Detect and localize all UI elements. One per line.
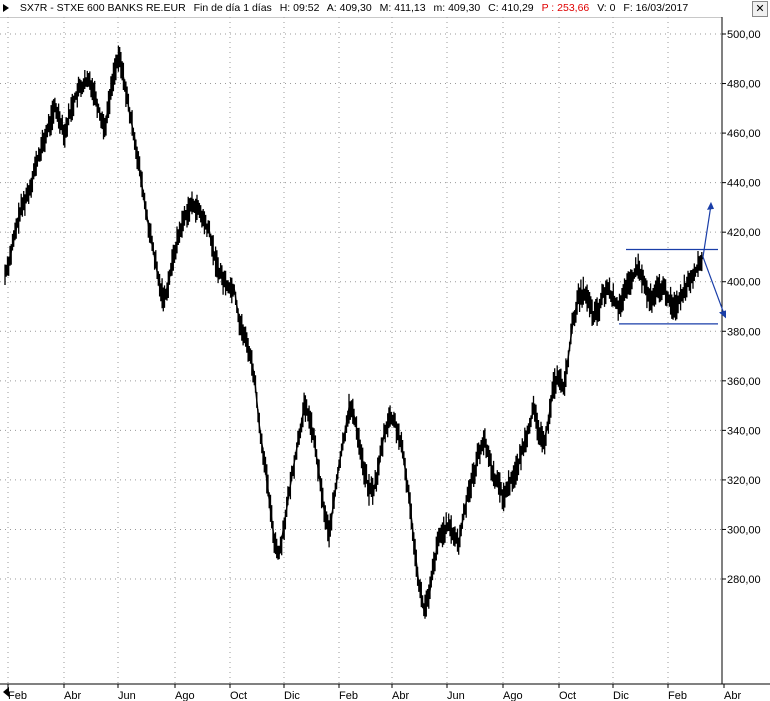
- x-tick-label: Ago: [175, 690, 195, 701]
- close-icon[interactable]: ✕: [752, 1, 768, 17]
- x-tick-label: Abr: [724, 690, 741, 701]
- y-tick-label: 360,00: [727, 376, 761, 388]
- arrow-down-line: [702, 256, 726, 317]
- open-label: A: 409,30: [326, 2, 372, 14]
- x-tick-label: Oct: [559, 690, 576, 701]
- x-tick-label: Jun: [447, 690, 465, 701]
- price-layer: [4, 45, 704, 619]
- x-tick-label: Abr: [392, 690, 409, 701]
- y-tick-label: 340,00: [727, 425, 761, 437]
- x-tick-layer: Feb Abr Jun Ago Oct Dic Feb Abr Jun Ago Oct Dic Feb A…: [7, 684, 741, 701]
- min-label: m: 409,30: [433, 2, 481, 14]
- max-label: M: 411,13: [379, 2, 426, 14]
- y-tick-label: 380,00: [727, 326, 761, 338]
- price-line: [4, 56, 704, 611]
- x-tick-label: Feb: [8, 690, 27, 701]
- y-tick-label: 280,00: [727, 574, 761, 586]
- scroll-left-icon[interactable]: [1, 686, 11, 698]
- y-tick-label: 480,00: [727, 79, 761, 91]
- x-tick-label: Oct: [230, 690, 247, 701]
- x-tick-label: Jun: [118, 690, 136, 701]
- date-label: F: 16/03/2017: [623, 2, 689, 14]
- p-label: P : 253,66: [541, 2, 590, 14]
- price-bars: [4, 45, 703, 619]
- high-label: H: 09:52: [279, 2, 320, 14]
- volume-label: V: 0: [597, 2, 616, 14]
- arrow-up-head: [707, 201, 714, 210]
- menu-icon[interactable]: [2, 3, 10, 13]
- annotation-layer: [619, 201, 726, 325]
- x-tick-label: Feb: [339, 690, 358, 701]
- x-tick-label: Dic: [284, 690, 300, 701]
- y-tick-label: 440,00: [727, 178, 761, 190]
- arrow-down-head: [719, 310, 726, 319]
- y-tick-label: 320,00: [727, 475, 761, 487]
- x-tick-label: Abr: [64, 690, 81, 701]
- y-tick-label: 460,00: [727, 128, 761, 140]
- grid-layer: [0, 17, 722, 684]
- x-tick-label: Feb: [668, 690, 687, 701]
- arrow-up-line: [702, 204, 712, 258]
- y-tick-layer: 500,00 480,00 460,00 440,00 420,00 400,00 380,…: [722, 29, 761, 586]
- close-label: C: 410,29: [488, 2, 534, 14]
- y-tick-label: 420,00: [727, 227, 761, 239]
- symbol-label: SX7R - STXE 600 BANKS RE.EUR: [19, 2, 186, 14]
- x-tick-label: Ago: [503, 690, 523, 701]
- chart-header: SX7R - STXE 600 BANKS RE.EUR Fin de día …: [0, 0, 722, 18]
- y-tick-label: 300,00: [727, 524, 761, 536]
- period-label: Fin de día 1 días: [193, 2, 272, 14]
- x-tick-label: Dic: [613, 690, 629, 701]
- y-tick-label: 500,00: [727, 29, 761, 41]
- y-tick-label: 400,00: [727, 277, 761, 289]
